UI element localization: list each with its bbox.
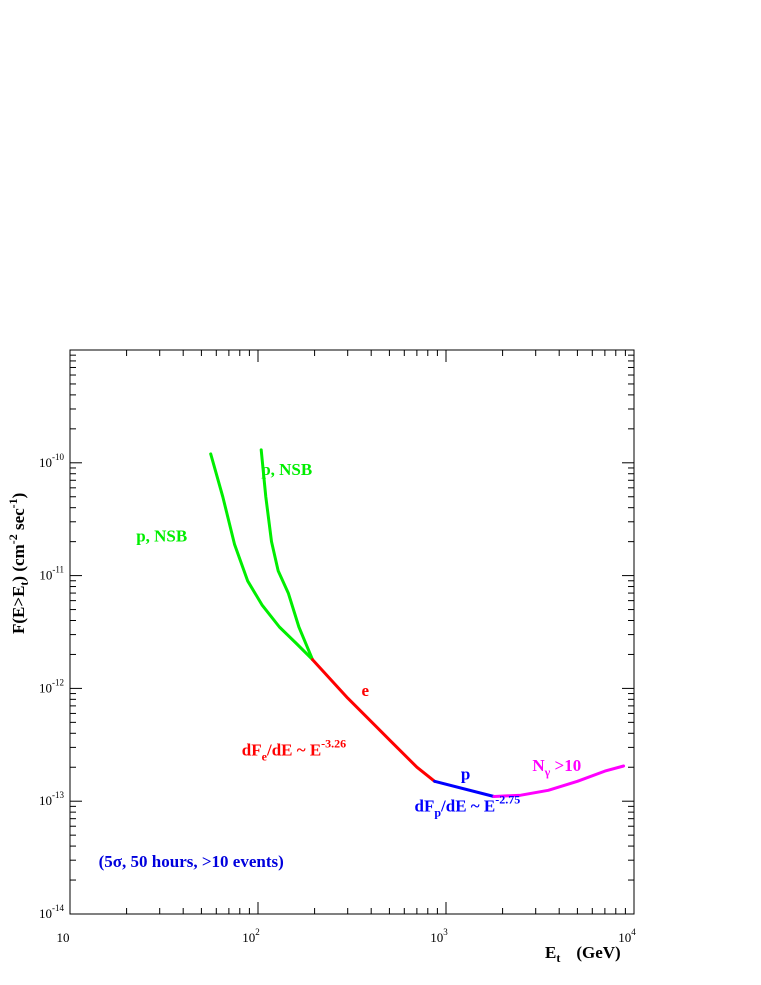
y-tick-label: 10-14 [39, 903, 64, 921]
x-tick-label: 10 [57, 930, 70, 945]
annotation-pnsb2: p, NSB [261, 460, 312, 479]
series-line-2 [311, 658, 437, 783]
series-line-1 [259, 448, 314, 662]
plot-frame [69, 349, 635, 915]
axis-ticks [69, 350, 634, 915]
annotations: p, NSB p, NSB e dFe/dE ~ E-3.26 p Nγ >10 dFp/d… [99, 460, 582, 871]
plot-border [69, 349, 635, 915]
annotation-dfe: dFe/dE ~ E-3.26 [242, 736, 346, 763]
series-layer [209, 448, 626, 798]
series-line-0 [209, 452, 314, 662]
x-tick-label: 102 [242, 927, 260, 945]
annotation-pnsb1: p, NSB [136, 527, 187, 546]
y-tick-label: 10-12 [39, 677, 64, 695]
y-tick-label: 10-10 [39, 452, 64, 470]
series-line-3 [433, 779, 496, 798]
annotation-p: p [461, 765, 470, 784]
y-axis-title: F(E>Et) (cm-2 sec-1) [6, 493, 31, 634]
x-tick-label: 104 [618, 927, 636, 945]
series-line-4 [492, 764, 626, 798]
y-tick-label: 10-11 [39, 565, 64, 583]
x-tick-label: 103 [430, 927, 448, 945]
annotation-dfp: dFp/dE ~ E-2.75 [415, 793, 521, 820]
annotation-e: e [361, 681, 369, 700]
tick-labels: 10 102 103 104 10-14 10-13 10-12 10-11 10-10 [39, 452, 636, 945]
annotation-ng: Nγ >10 [532, 756, 581, 779]
annotation-cond: (5σ, 50 hours, >10 events) [99, 852, 284, 871]
y-tick-label: 10-13 [39, 790, 64, 808]
x-axis-title: Et (GeV) [545, 943, 621, 965]
